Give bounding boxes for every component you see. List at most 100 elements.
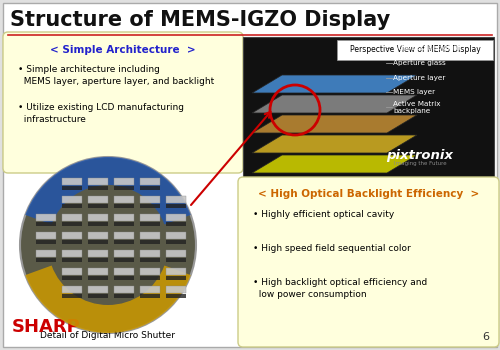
Bar bbox=[140, 232, 160, 239]
Bar bbox=[88, 222, 108, 226]
Text: • High backlight optical efficiency and
  low power consumption: • High backlight optical efficiency and … bbox=[253, 278, 427, 299]
Bar bbox=[88, 250, 108, 257]
FancyBboxPatch shape bbox=[3, 32, 243, 173]
FancyBboxPatch shape bbox=[243, 37, 494, 178]
Circle shape bbox=[20, 157, 196, 333]
FancyBboxPatch shape bbox=[337, 40, 493, 60]
Bar bbox=[88, 240, 108, 244]
Text: • Utilize existing LCD manufacturing
  infrastructure: • Utilize existing LCD manufacturing inf… bbox=[18, 103, 184, 124]
Bar bbox=[114, 196, 134, 203]
Bar bbox=[88, 186, 108, 190]
Bar bbox=[140, 268, 160, 275]
Bar bbox=[88, 276, 108, 280]
Polygon shape bbox=[252, 135, 417, 153]
Bar bbox=[140, 178, 160, 185]
Bar bbox=[166, 258, 186, 262]
Bar bbox=[114, 276, 134, 280]
Text: Detail of Digital Micro Shutter: Detail of Digital Micro Shutter bbox=[40, 331, 175, 340]
Bar bbox=[166, 286, 186, 293]
Bar bbox=[166, 214, 186, 221]
Bar bbox=[62, 276, 82, 280]
FancyBboxPatch shape bbox=[3, 3, 497, 347]
Polygon shape bbox=[252, 115, 417, 133]
Wedge shape bbox=[26, 157, 190, 224]
Bar bbox=[166, 240, 186, 244]
Bar bbox=[114, 258, 134, 262]
Bar bbox=[114, 240, 134, 244]
Text: Perspective View of MEMS Display: Perspective View of MEMS Display bbox=[350, 46, 480, 55]
Bar bbox=[88, 214, 108, 221]
Bar bbox=[62, 196, 82, 203]
Bar bbox=[140, 240, 160, 244]
Bar bbox=[140, 250, 160, 257]
Bar bbox=[62, 214, 82, 221]
Bar bbox=[88, 286, 108, 293]
Bar bbox=[140, 276, 160, 280]
Bar bbox=[62, 240, 82, 244]
Text: Aperture layer: Aperture layer bbox=[393, 75, 446, 81]
Text: Structure of MEMS-IGZO Display: Structure of MEMS-IGZO Display bbox=[10, 10, 390, 30]
Bar bbox=[166, 294, 186, 298]
Bar bbox=[88, 294, 108, 298]
Polygon shape bbox=[252, 155, 417, 173]
Bar bbox=[36, 258, 56, 262]
Bar bbox=[88, 268, 108, 275]
Bar bbox=[88, 196, 108, 203]
Text: RGB-LED Backlight: RGB-LED Backlight bbox=[393, 45, 462, 51]
Text: • High speed field sequential color: • High speed field sequential color bbox=[253, 244, 411, 253]
Bar bbox=[114, 186, 134, 190]
Bar bbox=[166, 250, 186, 257]
Text: < Simple Architecture  >: < Simple Architecture > bbox=[50, 45, 196, 55]
Text: • Simple architecture including
  MEMS layer, aperture layer, and backlight: • Simple architecture including MEMS lay… bbox=[18, 65, 214, 86]
Bar bbox=[166, 222, 186, 226]
Polygon shape bbox=[252, 75, 417, 93]
Bar bbox=[140, 286, 160, 293]
Text: pixtronix: pixtronix bbox=[386, 148, 454, 161]
Bar bbox=[114, 286, 134, 293]
Bar bbox=[140, 294, 160, 298]
Text: Imaging the Future: Imaging the Future bbox=[394, 161, 446, 167]
Text: MEMS layer: MEMS layer bbox=[393, 89, 435, 95]
Bar bbox=[62, 250, 82, 257]
Bar bbox=[62, 268, 82, 275]
Bar bbox=[62, 258, 82, 262]
Bar bbox=[140, 196, 160, 203]
Bar bbox=[140, 222, 160, 226]
FancyBboxPatch shape bbox=[238, 177, 499, 347]
Text: < High Optical Backlight Efficiency  >: < High Optical Backlight Efficiency > bbox=[258, 189, 479, 199]
Text: • Highly efficient optical cavity: • Highly efficient optical cavity bbox=[253, 210, 394, 219]
Bar bbox=[62, 222, 82, 226]
Bar bbox=[88, 232, 108, 239]
Bar bbox=[36, 232, 56, 239]
Bar bbox=[114, 294, 134, 298]
Bar bbox=[62, 286, 82, 293]
Text: 6: 6 bbox=[482, 332, 489, 342]
Bar bbox=[166, 276, 186, 280]
Bar bbox=[114, 232, 134, 239]
Bar bbox=[114, 250, 134, 257]
Bar bbox=[166, 268, 186, 275]
Bar bbox=[114, 204, 134, 208]
Bar bbox=[88, 204, 108, 208]
Bar bbox=[166, 196, 186, 203]
Bar bbox=[140, 214, 160, 221]
Bar bbox=[140, 204, 160, 208]
Bar bbox=[114, 268, 134, 275]
Bar bbox=[114, 222, 134, 226]
Bar bbox=[62, 232, 82, 239]
Bar bbox=[140, 186, 160, 190]
Wedge shape bbox=[26, 266, 190, 333]
Text: SHARP: SHARP bbox=[12, 318, 81, 336]
Bar bbox=[36, 222, 56, 226]
Bar bbox=[114, 178, 134, 185]
Bar bbox=[62, 186, 82, 190]
Bar bbox=[62, 294, 82, 298]
Bar bbox=[62, 178, 82, 185]
Bar bbox=[114, 214, 134, 221]
Polygon shape bbox=[252, 95, 417, 113]
Bar bbox=[166, 232, 186, 239]
Bar bbox=[140, 258, 160, 262]
Bar bbox=[62, 204, 82, 208]
Bar bbox=[36, 240, 56, 244]
Bar bbox=[88, 258, 108, 262]
